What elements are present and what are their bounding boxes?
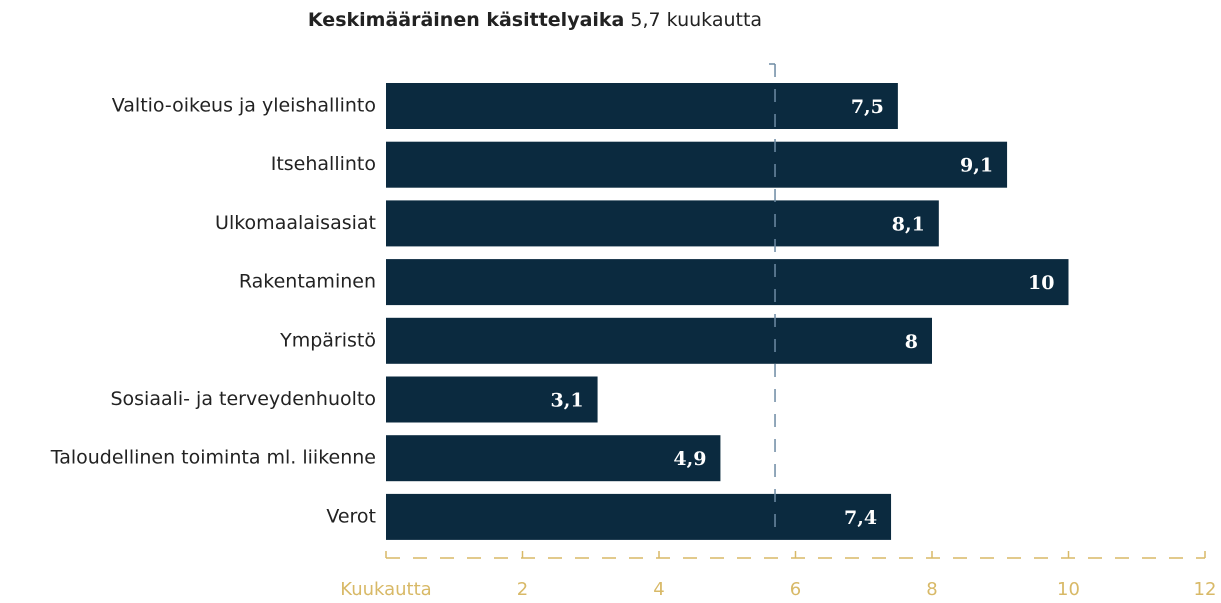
value-label: 8 [905, 331, 918, 353]
bar [386, 141, 1008, 188]
x-tick-label: Kuukautta [340, 579, 431, 600]
x-tick-label: 2 [517, 579, 528, 600]
category-label: Verot [326, 505, 376, 527]
category-label: Valtio-oikeus ja yleishallinto [112, 95, 376, 117]
category-label: Rakentaminen [239, 271, 376, 293]
category-label: Ulkomaalaisasiat [215, 212, 376, 234]
bar [386, 200, 939, 247]
x-tick-label: 8 [926, 579, 937, 600]
bar [386, 493, 892, 540]
category-label: Taloudellinen toiminta ml. liikenne [50, 447, 376, 469]
value-label: 10 [1028, 272, 1054, 294]
category-label: Itsehallinto [271, 153, 376, 175]
average-label: 5,7 kuukautta [630, 9, 762, 31]
bar [386, 317, 932, 364]
category-label: Ympäristö [279, 329, 376, 351]
bar [386, 376, 598, 423]
x-tick-label: 4 [653, 579, 664, 600]
value-label: 7,5 [851, 96, 884, 118]
bar [386, 259, 1069, 306]
title-main: Keskimääräinen käsittelyaika [308, 9, 624, 31]
category-label: Sosiaali- ja terveydenhuolto [110, 388, 376, 410]
chart-title: Keskimääräinen käsittelyaika 5,7 kuukaut… [308, 9, 762, 31]
value-label: 3,1 [551, 390, 584, 412]
bar [386, 435, 721, 482]
bar [386, 83, 898, 129]
value-label: 8,1 [892, 213, 925, 235]
x-tick-label: 10 [1057, 579, 1080, 600]
value-label: 7,4 [844, 507, 877, 529]
x-tick-label: 6 [790, 579, 801, 600]
x-tick-label: 12 [1194, 579, 1217, 600]
value-label: 9,1 [960, 155, 993, 177]
value-label: 4,9 [673, 448, 706, 470]
